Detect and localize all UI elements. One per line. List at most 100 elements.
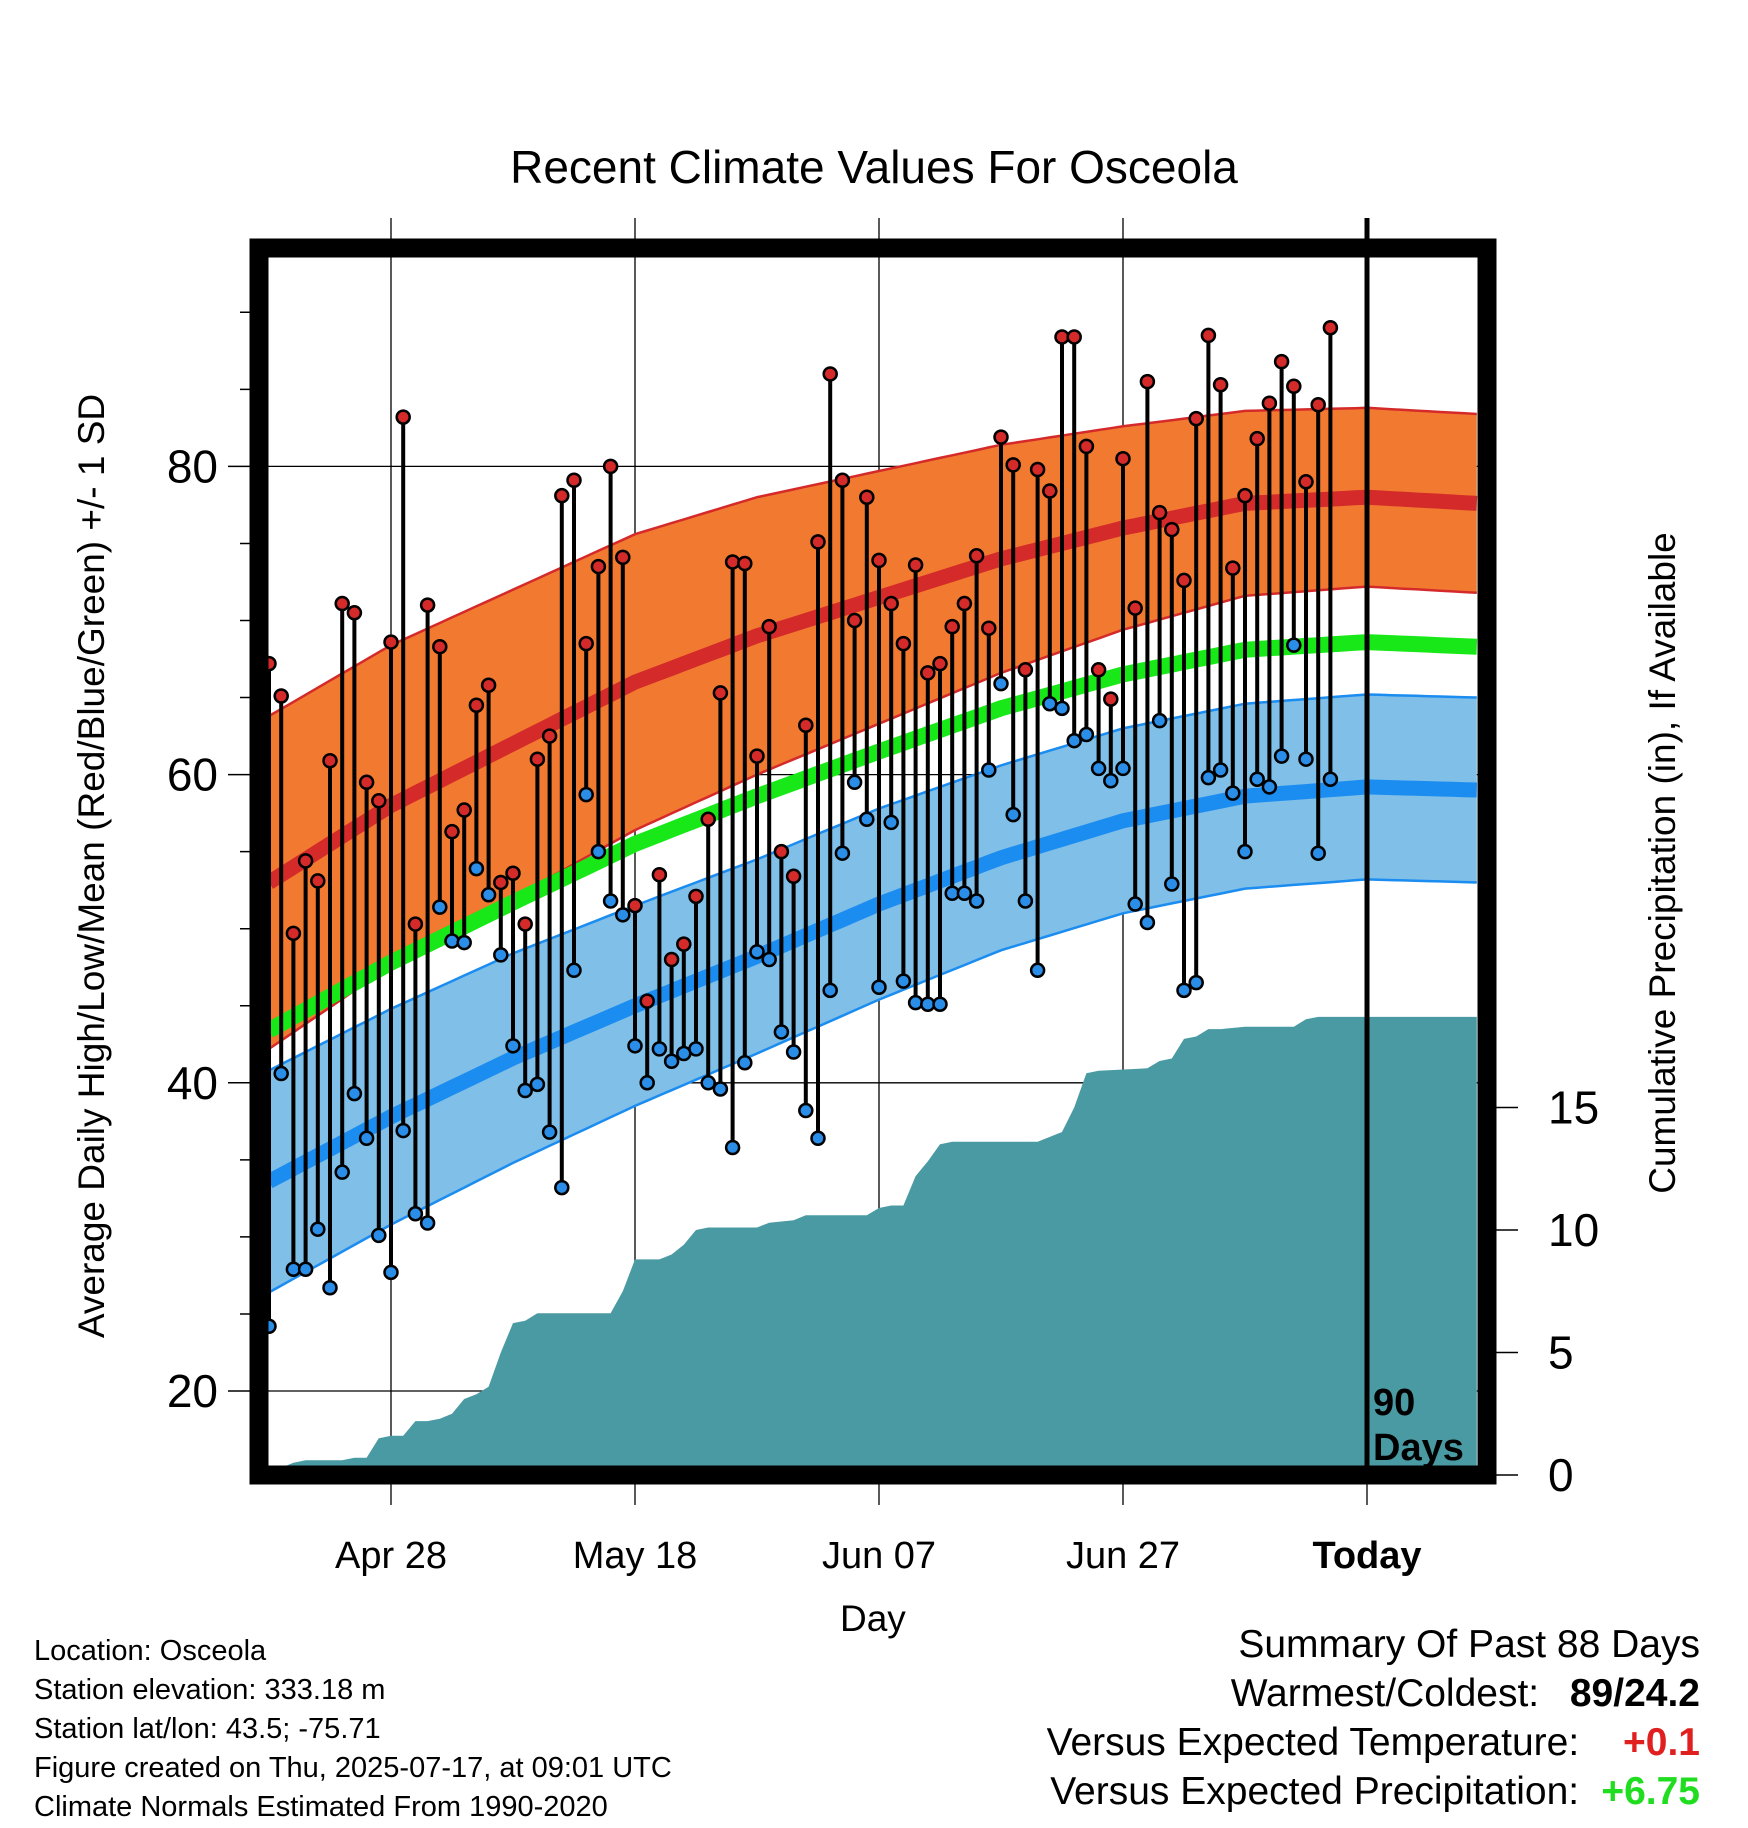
daily-high-point (1005, 457, 1021, 473)
today-marker-label: 90 (1373, 1382, 1415, 1424)
daily-low-point (1249, 771, 1265, 787)
daily-low-point (798, 1102, 814, 1119)
daily-high-point (602, 458, 619, 475)
daily-low-point (493, 947, 509, 963)
daily-low-point (822, 982, 838, 999)
daily-low-point (1212, 762, 1229, 778)
low-sd-band (269, 694, 1477, 1293)
temperature-label: Versus Expected Temperature: (1046, 1721, 1580, 1764)
daily-low-point (737, 1055, 753, 1071)
daily-low-point (846, 774, 863, 791)
daily-high-point (505, 865, 521, 881)
daily-high-point (846, 612, 863, 629)
daily-low-point (1286, 637, 1302, 653)
y2-tick-label: 10 (1548, 1204, 1599, 1256)
cumulative-precipitation-area (269, 1016, 1477, 1475)
daily-low-point (1078, 726, 1095, 743)
daily-high-point (627, 897, 643, 914)
daily-low-point (395, 1122, 411, 1139)
daily-low-point (749, 944, 765, 960)
daily-high-point (493, 874, 509, 891)
precipitation-label: Versus Expected Precipitation: (1050, 1770, 1580, 1813)
daily-low-point (895, 973, 912, 989)
daily-low-point (859, 811, 875, 828)
chart-title: Recent Climate Values For Osceola (510, 141, 1238, 193)
daily-low-point (1029, 962, 1046, 979)
x-axis-label: Day (840, 1598, 906, 1639)
y2-axis-label: Cumulative Precipitation (in), If Availa… (1642, 532, 1683, 1194)
daily-high-point (761, 618, 777, 635)
daily-high-point (541, 728, 558, 744)
daily-high-point (883, 595, 899, 612)
daily-low-point (883, 814, 899, 831)
y-tick-label: 60 (167, 749, 218, 801)
daily-low-point (968, 893, 985, 909)
daily-low-point (590, 843, 607, 860)
axes-layer: 20 40 60 80 0 5 10 15 Apr 28 May 18 Jun 07 Jun 27 To… (71, 311, 1683, 1577)
daily-range-layer (261, 319, 1339, 1335)
daily-high-point (1139, 373, 1156, 390)
x-tick-label: Apr 28 (335, 1535, 447, 1577)
high-sd-band (269, 407, 1477, 1049)
x-tick-label: Today (1312, 1535, 1421, 1577)
daily-low-point (529, 1076, 546, 1093)
daily-high-point (1029, 461, 1046, 478)
y-tick-label: 40 (167, 1057, 218, 1109)
low-sd-band-upper-edge (268, 693, 1477, 1072)
daily-low-point (688, 1041, 704, 1057)
daily-high-point (737, 555, 753, 572)
high-sd-band-upper-edge (268, 406, 1477, 718)
today-marker-label: Days (1373, 1427, 1464, 1469)
daily-high-point (676, 936, 692, 952)
daily-high-point (383, 634, 399, 650)
daily-high-point (1273, 353, 1290, 370)
latlon-text: Station lat/lon: 43.5; -75.71 (34, 1713, 381, 1745)
daily-low-point (578, 786, 594, 803)
daily-high-point (1261, 395, 1278, 411)
plot-frame (249, 238, 1497, 1485)
daily-low-point (1017, 893, 1034, 909)
daily-high-point (1322, 319, 1339, 336)
daily-low-point (810, 1130, 826, 1147)
daily-low-point (1127, 896, 1143, 912)
daily-high-point (700, 811, 716, 828)
daily-high-point (773, 843, 790, 860)
y-axis-label: Average Daily High/Low/Mean (Red/Blue/Gr… (71, 394, 112, 1338)
precipitation-row: Versus Expected Precipitation: +6.75 (1047, 1767, 1700, 1816)
daily-high-point (822, 366, 838, 382)
daily-high-point (517, 916, 533, 932)
temperature-row: Versus Expected Temperature: +0.1 (1047, 1718, 1700, 1767)
daily-high-point (639, 993, 655, 1009)
coldest-value: 24.2 (1624, 1672, 1700, 1715)
daily-high-point (358, 774, 375, 791)
daily-high-point (1286, 378, 1302, 395)
daily-high-point (993, 429, 1009, 445)
daily-high-point (578, 635, 594, 652)
daily-high-point (1200, 327, 1217, 344)
y2-tick-label: 0 (1548, 1449, 1574, 1501)
daily-low-point (1005, 806, 1021, 823)
daily-low-point (1066, 732, 1082, 749)
x-tick-label: May 18 (573, 1535, 698, 1577)
daily-low-point (480, 887, 497, 903)
daily-high-point (859, 489, 875, 505)
daily-high-point (273, 688, 289, 704)
elevation-text: Station elevation: 333.18 m (34, 1674, 386, 1706)
station-info: Location: Osceola Station elevation: 333… (34, 1632, 672, 1827)
daily-high-point (407, 916, 424, 932)
daily-high-point (1164, 521, 1180, 538)
daily-high-point (322, 752, 338, 769)
daily-high-point (834, 472, 851, 489)
daily-low-point (1200, 769, 1217, 786)
y-tick-label: 20 (167, 1365, 218, 1417)
daily-low-point (322, 1280, 338, 1296)
daily-low-point (1090, 760, 1107, 777)
daily-low-point (663, 1053, 680, 1069)
daily-low-point (468, 860, 485, 877)
daily-low-point (627, 1038, 643, 1054)
normal-high-line (264, 489, 1478, 889)
daily-low-point (444, 933, 460, 949)
daily-low-point (310, 1221, 326, 1237)
normals-period-text: Climate Normals Estimated From 1990-2020 (34, 1791, 608, 1823)
daily-high-point (944, 618, 960, 635)
